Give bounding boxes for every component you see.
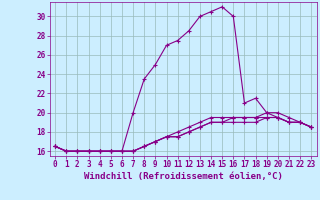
X-axis label: Windchill (Refroidissement éolien,°C): Windchill (Refroidissement éolien,°C) [84,172,283,181]
